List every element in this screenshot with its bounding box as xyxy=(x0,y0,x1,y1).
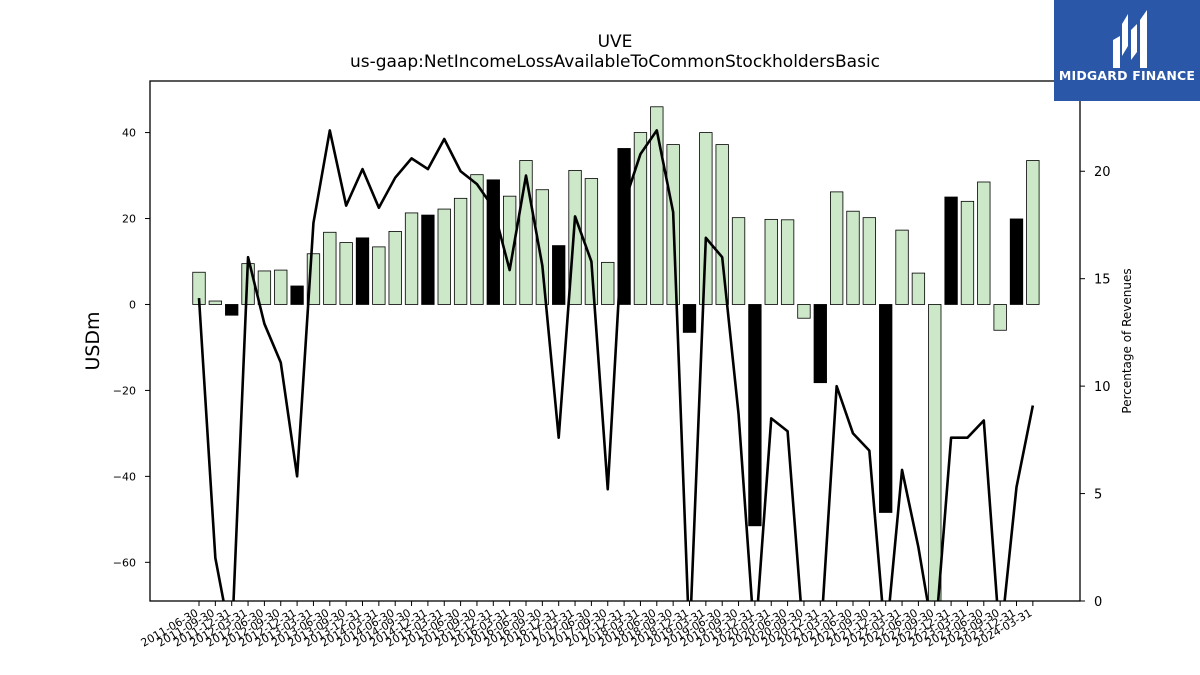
bar-2012-09-30 xyxy=(274,269,288,305)
bar-2018-03-31 xyxy=(633,132,648,305)
chart-title: UVE xyxy=(597,32,633,52)
y-tick-label: 40 xyxy=(122,127,136,140)
bar-2020-03-31 xyxy=(764,218,778,305)
logo-text: MIDGARD FINANCE xyxy=(1058,68,1196,83)
bar-2020-12-31 xyxy=(813,304,827,384)
bar-2021-06-30 xyxy=(846,210,860,305)
y-tick-label: −60 xyxy=(113,556,136,569)
bar-2013-06-30 xyxy=(323,231,337,305)
y-axis-right: 0 5 10 15 20 xyxy=(1080,165,1111,610)
bar-2017-06-30 xyxy=(584,178,599,305)
y-tick-label: 0 xyxy=(129,298,136,311)
bar-2019-06-30 xyxy=(715,144,729,305)
percentage-line xyxy=(197,129,1035,601)
logo-mark-icon xyxy=(1113,10,1147,68)
bar-2017-09-30 xyxy=(601,261,615,305)
bar-2014-03-31 xyxy=(372,246,386,305)
bar-2023-06-30 xyxy=(977,181,991,305)
x-axis: 2011-06-302011-09-302011-12-312012-03-31… xyxy=(139,601,1034,650)
bar-2013-09-30 xyxy=(339,242,353,305)
bar-2022-03-31 xyxy=(895,229,909,305)
y-tick-label: 20 xyxy=(122,213,136,226)
y-tick-label: −40 xyxy=(113,470,136,483)
chart-subtitle: us-gaap:NetIncomeLossAvailableToCommonSt… xyxy=(349,52,881,72)
bar-group xyxy=(192,106,1040,602)
bar-2014-09-30 xyxy=(404,212,419,305)
y2-tick-label: 20 xyxy=(1094,165,1111,180)
bar-2011-09-30 xyxy=(208,300,223,305)
bar-2022-06-30 xyxy=(911,272,926,305)
y-axis-label: USDm xyxy=(82,311,104,370)
bar-2022-09-30 xyxy=(928,304,942,602)
y2-tick-label: 5 xyxy=(1094,488,1102,503)
y2-tick-label: 10 xyxy=(1094,380,1111,395)
bar-2018-06-30 xyxy=(650,106,664,305)
bar-2014-06-30 xyxy=(388,231,402,305)
y2-axis-label: Percentage of Revenues xyxy=(1120,268,1134,413)
bar-2023-03-31 xyxy=(960,200,975,305)
bar-2021-03-31 xyxy=(830,191,844,305)
line-group xyxy=(197,129,1035,601)
bar-2019-03-31 xyxy=(699,132,713,305)
bar-2018-12-31 xyxy=(682,304,697,333)
bar-2023-09-30 xyxy=(993,304,1007,331)
bar-2012-06-30 xyxy=(257,270,272,305)
bar-2019-12-31 xyxy=(748,304,762,527)
bar-2021-09-30 xyxy=(862,217,876,305)
bar-2024-03-31 xyxy=(1026,160,1040,305)
bar-2023-12-31 xyxy=(1009,218,1024,305)
y2-tick-label: 15 xyxy=(1094,273,1111,288)
bar-2022-12-31 xyxy=(944,196,958,305)
y2-tick-label: 0 xyxy=(1094,595,1102,610)
bar-2013-12-31 xyxy=(355,237,370,305)
bar-2016-09-30 xyxy=(535,189,549,305)
bar-2015-09-30 xyxy=(470,174,484,305)
plot-frame xyxy=(149,80,1081,602)
bar-2021-12-31 xyxy=(879,304,893,513)
bar-2019-09-30 xyxy=(731,217,746,305)
bar-2015-03-31 xyxy=(437,208,451,305)
y-tick-label: −20 xyxy=(113,384,136,397)
bar-2015-06-30 xyxy=(453,197,468,305)
bar-2020-09-30 xyxy=(797,304,811,319)
brand-logo: MIDGARD FINANCE xyxy=(1054,0,1200,101)
y-axis-left: −60 −40 −20 0 20 40 xyxy=(113,127,150,569)
bar-2012-12-31 xyxy=(290,285,304,305)
bar-2011-12-31 xyxy=(225,304,239,316)
bar-2015-12-31 xyxy=(486,179,500,305)
bar-2014-12-31 xyxy=(421,214,435,305)
bar-2016-12-31 xyxy=(552,245,566,305)
bar-2020-06-30 xyxy=(780,219,795,305)
